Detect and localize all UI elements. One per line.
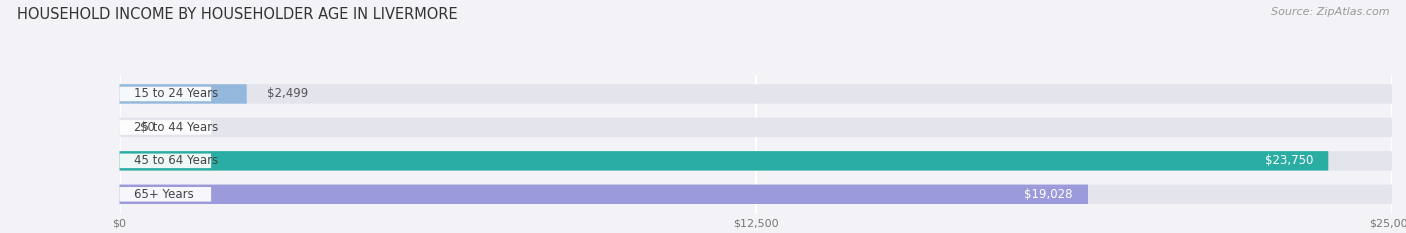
Text: HOUSEHOLD INCOME BY HOUSEHOLDER AGE IN LIVERMORE: HOUSEHOLD INCOME BY HOUSEHOLDER AGE IN L…	[17, 7, 457, 22]
FancyBboxPatch shape	[120, 84, 246, 104]
FancyBboxPatch shape	[120, 120, 211, 135]
FancyBboxPatch shape	[120, 84, 1392, 104]
Text: $23,750: $23,750	[1264, 154, 1313, 167]
Text: $19,028: $19,028	[1024, 188, 1073, 201]
FancyBboxPatch shape	[120, 118, 1392, 137]
Text: $0: $0	[139, 121, 155, 134]
Text: 45 to 64 Years: 45 to 64 Years	[134, 154, 218, 167]
FancyBboxPatch shape	[120, 87, 211, 101]
Text: 65+ Years: 65+ Years	[134, 188, 194, 201]
FancyBboxPatch shape	[120, 185, 1088, 204]
FancyBboxPatch shape	[120, 154, 211, 168]
Text: Source: ZipAtlas.com: Source: ZipAtlas.com	[1271, 7, 1389, 17]
FancyBboxPatch shape	[120, 151, 1392, 171]
FancyBboxPatch shape	[120, 151, 1329, 171]
Text: 25 to 44 Years: 25 to 44 Years	[134, 121, 218, 134]
FancyBboxPatch shape	[120, 185, 1392, 204]
Text: 15 to 24 Years: 15 to 24 Years	[134, 87, 218, 100]
Text: $2,499: $2,499	[267, 87, 308, 100]
FancyBboxPatch shape	[120, 187, 211, 202]
